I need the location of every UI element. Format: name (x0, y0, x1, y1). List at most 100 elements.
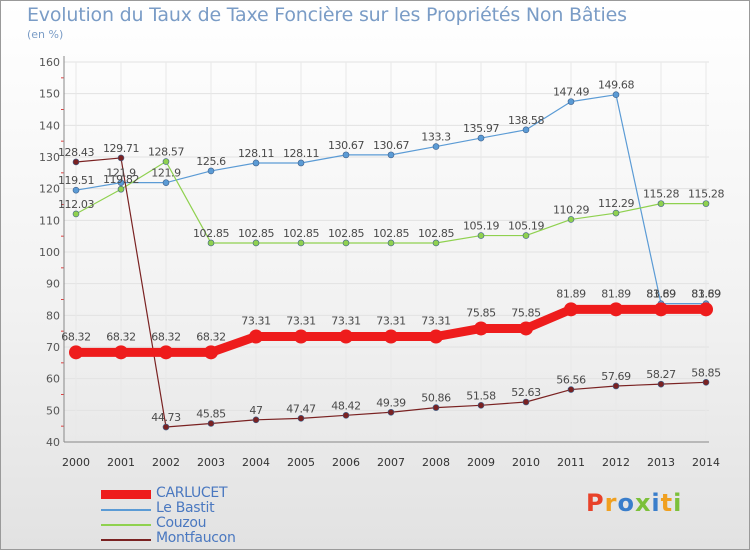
data-point-montfaucon (612, 382, 620, 390)
data-label-le-bastit: 135.97 (463, 122, 499, 135)
logo-letter: i (651, 489, 661, 517)
data-label-carlucet: 81.89 (691, 287, 721, 300)
y-tick-label: 60 (46, 373, 60, 386)
data-point-carlucet (654, 302, 668, 317)
logo-letter: t (660, 489, 674, 517)
data-point-carlucet (339, 329, 353, 344)
data-point-couzou (252, 239, 260, 247)
x-tick-label: 2000 (62, 456, 90, 469)
data-label-couzou: 128.57 (148, 146, 184, 159)
data-label-carlucet: 75.85 (511, 306, 541, 319)
data-label-carlucet: 73.31 (331, 315, 361, 328)
legend-label: Montfaucon (156, 530, 236, 546)
y-tick-label: 140 (39, 119, 60, 132)
data-point-le-bastit (162, 179, 170, 186)
data-point-carlucet (294, 329, 308, 344)
data-point-le-bastit (72, 186, 80, 194)
data-label-le-bastit: 121.9 (151, 167, 181, 180)
data-label-couzou: 112.03 (58, 198, 94, 211)
data-label-couzou: 112.29 (598, 197, 634, 210)
y-tick-label: 50 (46, 404, 60, 417)
data-label-carlucet: 73.31 (376, 315, 406, 328)
data-point-montfaucon (522, 398, 530, 406)
series-layer (69, 91, 713, 431)
data-label-couzou: 102.85 (283, 227, 319, 240)
x-tick-label: 2009 (467, 456, 495, 469)
data-point-couzou (162, 158, 170, 165)
logo-letter: x (634, 489, 652, 517)
data-label-carlucet: 73.31 (421, 315, 451, 328)
data-label-montfaucon: 129.71 (103, 142, 139, 155)
data-label-montfaucon: 48.42 (331, 399, 361, 412)
data-point-le-bastit (297, 159, 305, 167)
data-label-montfaucon: 45.85 (196, 407, 226, 420)
y-tick-label: 150 (39, 88, 60, 101)
data-label-couzou: 102.85 (418, 227, 454, 240)
data-label-le-bastit: 149.68 (598, 79, 634, 92)
data-point-montfaucon (162, 423, 170, 431)
data-label-carlucet: 68.32 (151, 330, 181, 343)
x-tick-label: 2001 (107, 456, 135, 469)
data-label-couzou: 115.28 (643, 188, 679, 201)
axes: 40 50 60 70 80 90 100 110 120 130 140 150 160 2000 200… (39, 56, 720, 469)
data-label-montfaucon: 47.47 (286, 402, 316, 415)
data-point-carlucet (69, 345, 83, 360)
data-label-couzou: 115.28 (688, 188, 724, 201)
proxiti-logo: Proxiti (586, 489, 682, 517)
data-point-carlucet (699, 302, 713, 317)
y-tick-label: 160 (39, 56, 60, 69)
data-point-carlucet (474, 321, 488, 336)
data-label-montfaucon: 52.63 (511, 386, 541, 399)
data-point-carlucet (249, 329, 263, 344)
data-point-couzou (387, 239, 395, 247)
data-label-couzou: 102.85 (238, 227, 274, 240)
data-label-montfaucon: 57.69 (601, 370, 631, 383)
data-label-le-bastit: 83.69 (691, 288, 721, 301)
data-label-carlucet: 81.89 (601, 287, 631, 300)
data-label-le-bastit: 128.11 (238, 147, 274, 160)
y-tick-label: 80 (46, 309, 60, 322)
data-label-carlucet: 68.32 (106, 330, 136, 343)
y-tick-label: 110 (39, 214, 60, 227)
data-point-couzou (477, 232, 485, 239)
data-label-carlucet: 81.89 (646, 287, 676, 300)
data-labels: 119.51 121.9 121.9 125.6 128.11 128.11 130.67 1… (58, 79, 725, 424)
series-montfaucon (72, 154, 710, 431)
data-point-montfaucon (117, 154, 125, 162)
y-tick-label: 120 (39, 183, 60, 196)
data-label-couzou: 102.85 (193, 227, 229, 240)
data-point-montfaucon (432, 404, 440, 411)
data-label-montfaucon: 44.73 (151, 411, 181, 424)
data-label-montfaucon: 49.39 (376, 396, 406, 409)
data-point-couzou (432, 239, 440, 247)
x-tick-label: 2004 (242, 456, 270, 469)
data-point-le-bastit (387, 151, 395, 159)
data-point-montfaucon (207, 420, 215, 427)
y-tick-label: 130 (39, 151, 60, 164)
data-label-montfaucon: 128.43 (58, 146, 94, 159)
data-label-le-bastit: 147.49 (553, 86, 589, 99)
data-point-le-bastit (117, 179, 125, 186)
data-label-couzou: 102.85 (373, 227, 409, 240)
data-label-couzou: 105.19 (463, 220, 499, 233)
data-label-le-bastit: 130.67 (328, 139, 364, 152)
legend-swatch (101, 539, 151, 541)
data-point-le-bastit (207, 167, 215, 175)
data-point-montfaucon (657, 380, 665, 388)
data-label-le-bastit: 121.9 (106, 167, 136, 180)
data-label-carlucet: 68.32 (196, 330, 226, 343)
legend-label: CARLUCET (156, 485, 228, 501)
data-point-couzou (702, 200, 710, 207)
data-label-montfaucon: 56.56 (556, 374, 586, 387)
x-tick-label: 2011 (557, 456, 585, 469)
data-label-couzou: 105.19 (508, 220, 544, 233)
data-point-carlucet (429, 329, 443, 344)
data-label-montfaucon: 50.86 (421, 392, 451, 405)
data-label-montfaucon: 51.58 (466, 389, 496, 402)
data-point-montfaucon (567, 386, 575, 393)
data-point-carlucet (114, 345, 128, 360)
y-tick-label: 90 (46, 278, 60, 291)
data-label-carlucet: 73.31 (286, 315, 316, 328)
y-tick-label: 100 (39, 246, 60, 259)
